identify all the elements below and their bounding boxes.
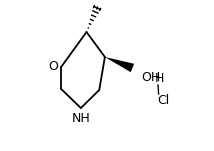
Polygon shape — [105, 57, 134, 72]
Text: O: O — [48, 61, 58, 74]
Text: H: H — [154, 72, 164, 85]
Text: NH: NH — [71, 112, 90, 125]
Text: OH: OH — [141, 71, 160, 84]
Text: Cl: Cl — [157, 93, 169, 106]
